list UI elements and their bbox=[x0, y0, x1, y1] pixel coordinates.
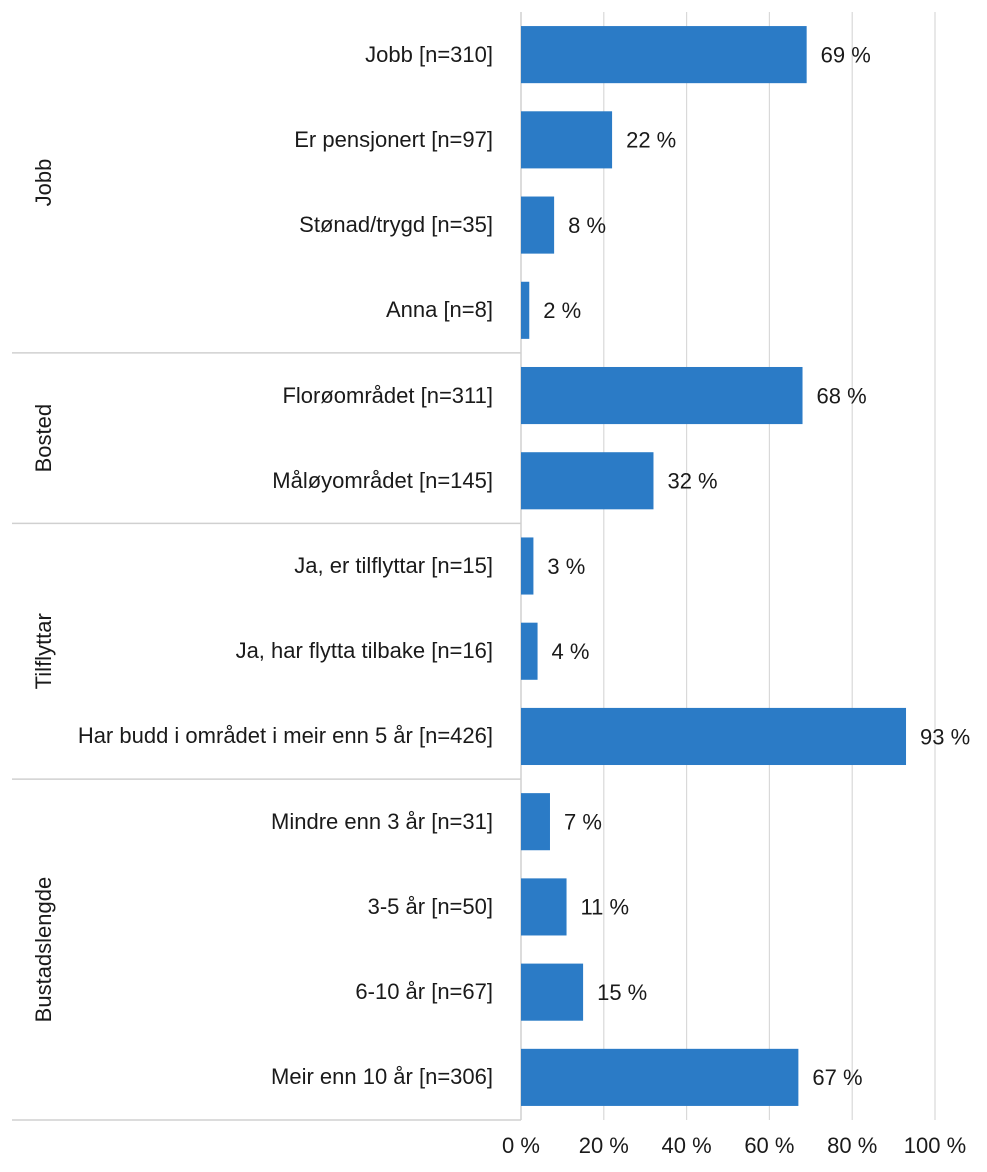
group-label: Jobb bbox=[31, 159, 56, 207]
category-label-box: Anna [n=8] bbox=[53, 268, 493, 353]
group-label: Bosted bbox=[31, 404, 56, 473]
category-label: Stønad/trygd [n=35] bbox=[299, 212, 493, 238]
value-label: 11 % bbox=[581, 895, 630, 920]
value-label: 67 % bbox=[812, 1065, 862, 1090]
group-label: Bustadslengde bbox=[31, 877, 56, 1023]
category-label: Måløyområdet [n=145] bbox=[272, 467, 493, 493]
category-label: Florøområdet [n=311] bbox=[282, 382, 493, 408]
category-label-box: Meir enn 10 år [n=306] bbox=[53, 1035, 493, 1120]
bar bbox=[521, 622, 538, 680]
bar bbox=[521, 281, 530, 339]
x-tick-label: 0 % bbox=[502, 1133, 540, 1158]
value-label: 93 % bbox=[920, 724, 970, 749]
category-label-box: Jobb [n=310] bbox=[53, 12, 493, 97]
value-label: 22 % bbox=[626, 128, 676, 153]
value-label: 8 % bbox=[568, 213, 606, 238]
value-label: 4 % bbox=[552, 639, 590, 664]
value-label: 32 % bbox=[667, 469, 717, 494]
x-tick-label: 100 % bbox=[904, 1133, 966, 1158]
category-label-box: Stønad/trygd [n=35] bbox=[53, 182, 493, 267]
category-label-box: Ja, er tilflyttar [n=15] bbox=[53, 523, 493, 608]
category-label-box: Har budd i området i meir enn 5 år [n=42… bbox=[53, 694, 493, 779]
bar bbox=[521, 452, 654, 510]
category-label: Anna [n=8] bbox=[385, 297, 493, 323]
category-label-box: Ja, har flytta tilbake [n=16] bbox=[53, 609, 493, 694]
category-label-box: Måløyområdet [n=145] bbox=[53, 438, 493, 523]
category-label: Ja, er tilflyttar [n=15] bbox=[294, 552, 493, 578]
bar bbox=[521, 366, 803, 425]
category-label-box: Mindre enn 3 år [n=31] bbox=[53, 779, 493, 864]
x-tick-label: 40 % bbox=[662, 1133, 712, 1158]
category-label: 6-10 år [n=67] bbox=[355, 979, 493, 1005]
bar bbox=[521, 111, 613, 169]
value-label: 68 % bbox=[817, 383, 867, 408]
value-label: 15 % bbox=[597, 980, 647, 1005]
category-label: Er pensjonert [n=97] bbox=[294, 126, 493, 152]
bar bbox=[521, 963, 584, 1021]
value-label: 2 % bbox=[543, 298, 581, 323]
x-tick-label: 60 % bbox=[744, 1133, 794, 1158]
group-label: Tilflyttar bbox=[31, 613, 56, 689]
category-label-box: 3-5 år [n=50] bbox=[53, 864, 493, 949]
bar bbox=[521, 793, 550, 851]
x-tick-label: 80 % bbox=[827, 1133, 877, 1158]
category-label: Jobb [n=310] bbox=[365, 41, 493, 67]
bar bbox=[521, 196, 555, 254]
category-label-box: Florøområdet [n=311] bbox=[53, 353, 493, 438]
value-label: 7 % bbox=[564, 810, 602, 835]
category-label: Mindre enn 3 år [n=31] bbox=[271, 808, 493, 834]
category-label: Har budd i området i meir enn 5 år [n=42… bbox=[77, 723, 493, 749]
bar bbox=[521, 878, 567, 936]
bar bbox=[521, 537, 534, 595]
value-label: 69 % bbox=[821, 42, 871, 67]
category-label: 3-5 år [n=50] bbox=[367, 893, 493, 919]
category-label-box: 6-10 år [n=67] bbox=[53, 950, 493, 1035]
category-label: Ja, har flytta tilbake [n=16] bbox=[235, 638, 493, 664]
x-tick-label: 20 % bbox=[579, 1133, 629, 1158]
bar bbox=[521, 707, 907, 766]
bar bbox=[521, 26, 807, 84]
category-label: Meir enn 10 år [n=306] bbox=[271, 1064, 493, 1090]
bar bbox=[521, 1048, 799, 1106]
category-label-box: Er pensjonert [n=97] bbox=[53, 97, 493, 182]
value-label: 3 % bbox=[547, 554, 585, 579]
